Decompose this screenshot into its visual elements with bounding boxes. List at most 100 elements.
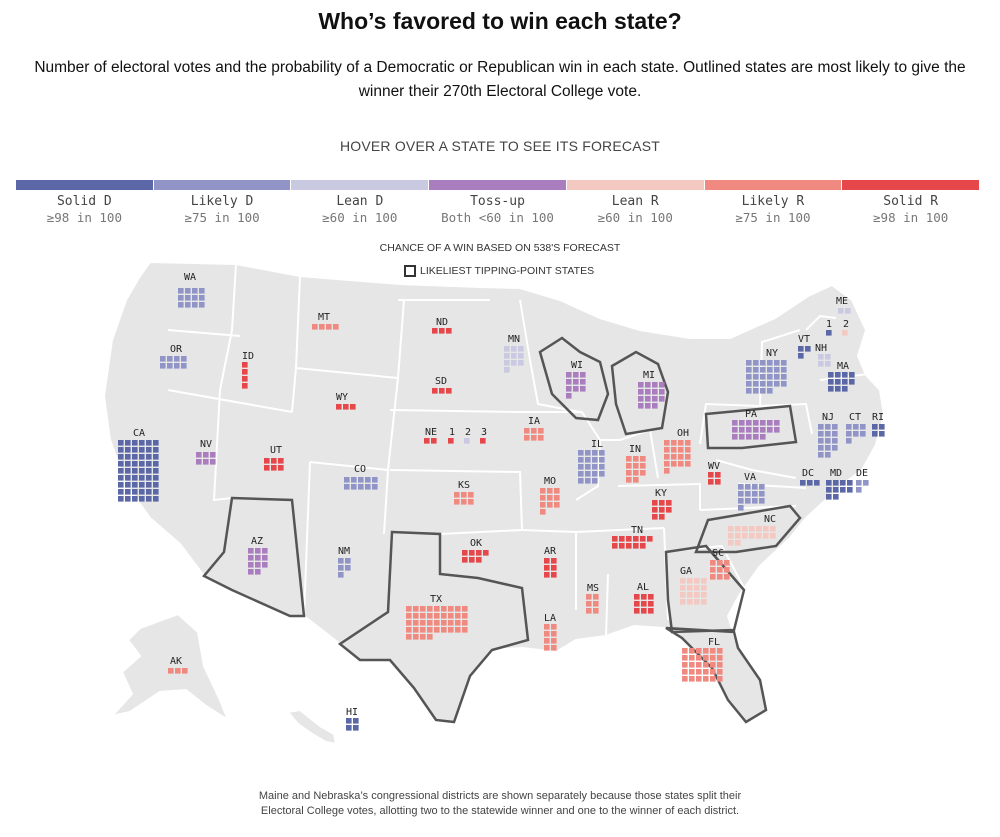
state-tile-group[interactable] — [842, 330, 848, 336]
electoral-vote-tile — [842, 379, 848, 385]
state-tile-group[interactable] — [818, 354, 831, 367]
state-tile-group[interactable] — [168, 668, 188, 674]
state-tile-group[interactable] — [680, 578, 707, 605]
state-tile-group[interactable] — [664, 440, 691, 474]
state-tile-group[interactable] — [344, 477, 378, 490]
electoral-vote-tile — [774, 374, 780, 380]
electoral-vote-tile — [118, 496, 124, 502]
state-tile-group[interactable] — [524, 428, 544, 441]
state-tile-group[interactable] — [652, 500, 672, 520]
state-tile-group[interactable] — [872, 424, 885, 437]
state-tile-group[interactable] — [448, 438, 454, 444]
state-tile-group[interactable] — [634, 594, 654, 614]
state-tile-group[interactable] — [464, 438, 470, 444]
electoral-vote-tile — [689, 676, 695, 682]
electoral-vote-tile — [781, 374, 787, 380]
state-tile-group[interactable] — [432, 388, 452, 394]
state-tile-group[interactable] — [544, 624, 557, 651]
state-tile-group[interactable] — [818, 424, 838, 458]
electoral-vote-tile — [578, 478, 584, 484]
state-tile-group[interactable] — [586, 594, 599, 614]
state-tile-group[interactable] — [578, 450, 605, 484]
state-tile-group[interactable] — [732, 420, 780, 440]
electoral-vote-tile — [139, 468, 145, 474]
state-tile-group[interactable] — [178, 288, 205, 308]
electoral-vote-tile — [586, 608, 592, 614]
electoral-vote-tile — [845, 308, 851, 314]
state-tile-group[interactable] — [248, 548, 268, 575]
state-tile-group[interactable] — [838, 308, 851, 314]
state-tile-group[interactable] — [346, 718, 359, 731]
electoral-vote-tile — [153, 489, 159, 495]
state-tile-group[interactable] — [544, 558, 557, 578]
electoral-vote-tile — [696, 648, 702, 654]
state-tile-group[interactable] — [626, 456, 646, 483]
state-tile-group[interactable] — [454, 492, 474, 505]
state-tile-group[interactable] — [566, 372, 586, 399]
electoral-vote-tile — [132, 440, 138, 446]
state-tile-group[interactable] — [338, 558, 351, 578]
electoral-vote-tile — [432, 388, 438, 394]
legend-item-likely-r: Likely R ≥75 in 100 — [704, 180, 842, 225]
state-tile-group[interactable] — [708, 472, 721, 485]
electoral-vote-tiles — [118, 288, 885, 731]
state-tile-group[interactable] — [118, 440, 159, 502]
state-tile-group[interactable] — [710, 560, 730, 580]
state-tile-group[interactable] — [312, 324, 339, 330]
electoral-vote-tile — [524, 428, 530, 434]
state-tile-group[interactable] — [798, 346, 811, 359]
state-tile-group[interactable] — [242, 362, 248, 389]
state-tile-group[interactable] — [800, 480, 820, 486]
electoral-vote-tile — [717, 662, 723, 668]
electoral-vote-tile — [551, 572, 557, 578]
electoral-vote-tile — [685, 440, 691, 446]
state-tile-group[interactable] — [828, 372, 855, 392]
electoral-vote-tile — [448, 627, 454, 633]
electoral-vote-tile — [599, 457, 605, 463]
electoral-vote-tile — [724, 574, 730, 580]
state-label: DC — [802, 468, 814, 479]
electoral-vote-tile — [153, 496, 159, 502]
state-border-line — [167, 329, 241, 337]
state-tile-group[interactable] — [432, 328, 452, 334]
electoral-vote-tile — [441, 606, 447, 612]
electoral-vote-tile — [592, 471, 598, 477]
state-tile-group[interactable] — [504, 346, 524, 373]
electoral-vote-tile — [735, 526, 741, 532]
electoral-vote-tile — [592, 464, 598, 470]
state-tile-group[interactable] — [846, 424, 866, 444]
state-tile-group[interactable] — [746, 360, 787, 394]
state-tile-group[interactable] — [540, 488, 560, 515]
electoral-vote-tile — [612, 536, 618, 542]
state-label: WA — [184, 272, 196, 283]
state-tile-group[interactable] — [480, 438, 486, 444]
state-label: IN — [629, 444, 641, 455]
electoral-vote-tile — [175, 668, 181, 674]
electoral-vote-tile — [153, 461, 159, 467]
state-tile-group[interactable] — [196, 452, 216, 465]
state-tile-group[interactable] — [424, 438, 437, 444]
state-tile-group[interactable] — [856, 480, 869, 493]
state-tile-group[interactable] — [826, 480, 853, 500]
state-tile-group[interactable] — [638, 382, 665, 409]
legend-item-lean-d: Lean D ≥60 in 100 — [291, 180, 429, 225]
electoral-vote-tile — [746, 427, 752, 433]
state-tile-group[interactable] — [336, 404, 356, 410]
state-tile-group[interactable] — [160, 356, 187, 369]
state-tile-group[interactable] — [462, 550, 489, 563]
state-tile-group[interactable] — [406, 606, 468, 640]
electoral-vote-tile — [689, 662, 695, 668]
electoral-vote-tile — [351, 477, 357, 483]
electoral-vote-tile — [540, 502, 546, 508]
electoral-vote-tile — [619, 536, 625, 542]
state-tile-group[interactable] — [264, 458, 284, 471]
state-tile-group[interactable] — [728, 526, 776, 546]
electoral-vote-tile — [468, 499, 474, 505]
state-tile-group[interactable] — [612, 536, 653, 549]
electoral-vote-tile — [118, 454, 124, 460]
state-tile-group[interactable] — [826, 330, 832, 336]
state-tile-group[interactable] — [738, 484, 765, 511]
electoral-vote-tile — [689, 655, 695, 661]
electoral-vote-tile — [710, 662, 716, 668]
state-tile-group[interactable] — [682, 648, 723, 682]
